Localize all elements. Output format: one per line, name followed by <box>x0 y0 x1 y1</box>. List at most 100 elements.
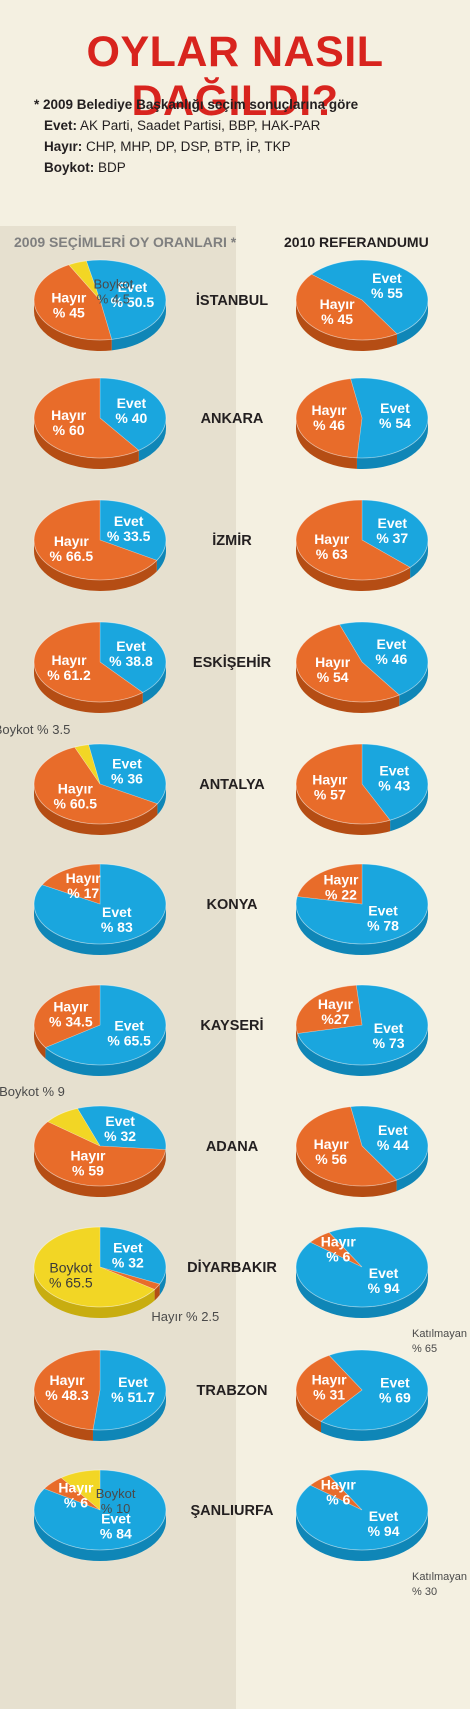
label-2009-hayir: Hayır% 61.2 <box>47 652 91 683</box>
legend-notes: * 2009 Belediye Başkanlığı seçim sonuçla… <box>34 94 358 178</box>
pie-2009-city-4-evet-slice <box>88 743 167 805</box>
pie-2009-city-2-hayir-slice <box>33 499 158 581</box>
label-2009-boykot: Boykot % 9 <box>0 1084 65 1099</box>
pie-2009-city-6-hayir-slice <box>33 984 101 1048</box>
pie-2009-city-3-evet-slice <box>99 621 167 693</box>
pie-2009-city-2-evet-slice <box>99 499 167 561</box>
label-2009-evet: Evet% 50.5 <box>111 279 155 310</box>
label-2010-evet: Evet% 55 <box>371 270 403 301</box>
pie-2010-city-5-evet-side <box>296 904 428 955</box>
city-label: ADANA <box>206 1139 259 1155</box>
label-2009-hayir: Hayır% 48.3 <box>45 1372 89 1403</box>
page-title: OYLAR NASIL DAĞILDI? <box>86 28 384 125</box>
label-2009-hayir: Hayır % 2.5 <box>151 1309 219 1324</box>
pie-2009-city-5-evet-side <box>34 904 166 955</box>
pie-2010-city-9-evet-slice <box>320 1349 429 1431</box>
pie-2009-city-9-evet-side <box>92 1390 166 1441</box>
pie-2010-city-0-evet-side <box>396 300 428 345</box>
pie-2010-city-10-evet-slice <box>295 1469 429 1551</box>
pie-2010-city-4-evet-slice <box>361 743 429 821</box>
pie-2010-city-2: Evet% 37 Hayır% 63 <box>295 499 429 592</box>
label-2009-hayir: Hayır% 66.5 <box>50 533 94 564</box>
pie-2009-city-6-evet-side <box>45 1025 166 1076</box>
label-2010-evet: Evet% 94 <box>368 1265 400 1296</box>
city-label: ANTALYA <box>199 777 265 793</box>
label-2009-hayir: Hayır% 60.5 <box>53 780 97 811</box>
pie-2009-city-1-hayir-side <box>34 418 139 469</box>
pie-2009-city-6: Evet% 65.5 Hayır% 34.5 <box>33 984 167 1076</box>
pie-2010-city-5-rim <box>295 863 429 945</box>
pie-2009-city-2-rim <box>33 499 167 581</box>
pie-2009-city-3-rim <box>33 621 167 703</box>
column-header-2010: 2010 REFERANDUMU <box>284 234 429 250</box>
label-2010-evet: Evet% 78 <box>367 902 399 933</box>
pie-2010-city-2-evet-slice <box>361 499 429 568</box>
label-2010-hayir: Hayır% 57 <box>312 771 348 802</box>
label-2010-katilmayan: Katılmayan% 30 <box>412 1571 467 1598</box>
pie-2009-city-2: Evet% 33.5 Hayır% 66.5 <box>33 499 167 592</box>
pie-2010-city-10-rim <box>295 1469 429 1551</box>
pie-2009-city-10-rim <box>33 1469 167 1551</box>
pie-2010-city-0: Evet% 55 Hayır% 45 <box>295 259 429 352</box>
pie-2010-city-6-hayir-side <box>296 1025 298 1045</box>
label-2010-evet: Evet% 43 <box>378 763 410 794</box>
pie-2010-city-6-hayir-slice <box>295 984 363 1034</box>
pie-2010-city-5-hayir-slice <box>296 863 363 905</box>
pie-2009-city-1-rim <box>33 377 167 459</box>
pie-2009-city-1-evet-slice <box>99 377 167 451</box>
pie-2009-city-0-evet-slice <box>85 259 167 340</box>
pie-2009-city-7-rim <box>33 1105 167 1187</box>
pie-2009-city-7-evet-slice <box>76 1105 167 1150</box>
label-2009-evet: Evet% 40 <box>115 395 147 426</box>
pie-2010-city-1-evet-slice <box>350 377 429 459</box>
pie-2010-city-7: Evet% 44 Hayır% 56 <box>295 1105 429 1198</box>
pie-2009-city-0-rim <box>33 259 167 341</box>
pie-2009-city-0-boykot-slice <box>68 260 101 301</box>
pie-2009-city-8-evet-slice <box>99 1226 167 1285</box>
label-2010-evet: Evet% 69 <box>379 1374 411 1405</box>
label-2010-evet: Evet% 44 <box>377 1122 409 1153</box>
pie-2009-city-8: Evet% 32 Hayır % 2.5 Boykot% 65.5 <box>33 1226 219 1324</box>
pie-2009-city-4-boykot-slice <box>74 744 101 785</box>
pie-2009-city-2-hayir-side <box>34 540 157 592</box>
pie-2009-city-1: Evet% 40 Hayır% 60 <box>33 377 167 469</box>
note-row-evet: Evet: AK Parti, Saadet Partisi, BBP, HAK… <box>44 118 321 133</box>
label-2010-hayir: Hayır% 46 <box>312 402 348 433</box>
pie-2010-city-9-hayir-side <box>296 1390 322 1433</box>
city-label: İZMİR <box>212 532 252 549</box>
pie-2009-city-3: Evet% 38.8 Hayır% 61.2 <box>33 621 167 713</box>
city-label: İSTANBUL <box>196 292 268 309</box>
pie-2009-city-6-rim <box>33 984 167 1066</box>
pie-2010-city-3-rim <box>295 621 429 703</box>
label-2009-hayir: Hayır% 45 <box>51 290 87 321</box>
pie-2009-city-8-hayir-side <box>154 1284 160 1301</box>
pie-2010-city-8-hayir-slice <box>309 1232 363 1268</box>
label-2010-hayir: Hayır% 22 <box>323 872 359 903</box>
pie-2010-city-3-hayir-slice <box>295 624 400 703</box>
label-2009-evet: Evet% 83 <box>101 904 133 935</box>
pie-2009-city-9-hayir-side <box>34 1390 93 1441</box>
pie-2009-city-3-hayir-side <box>34 662 143 713</box>
label-2010-hayir: Hayır% 6 <box>321 1476 357 1507</box>
pie-2010-city-2-evet-side <box>410 540 428 579</box>
pie-2010-city-4-hayir-slice <box>295 743 391 825</box>
pie-2009-city-0-hayir-slice <box>33 264 113 341</box>
city-label: KAYSERİ <box>200 1017 263 1034</box>
pie-2009-city-4: Evet% 36 Hayır% 60.5 Boykot % 3.5 <box>0 722 167 836</box>
pie-2010-city-1-rim <box>295 377 429 459</box>
pie-2010-city-10-hayir-slice <box>309 1475 363 1511</box>
pie-2010-city-1-hayir-side <box>296 418 357 469</box>
pie-2010-city-7-evet-side <box>396 1146 428 1192</box>
label-2009-evet: Evet% 65.5 <box>107 1017 151 1048</box>
pie-2009-city-8-rim <box>33 1226 167 1308</box>
label-2009-hayir: Hayır% 34.5 <box>49 999 93 1030</box>
label-2010-evet: Evet% 73 <box>373 1020 405 1051</box>
city-label: ŞANLIURFA <box>191 1503 275 1519</box>
label-2009-hayir: Hayır% 60 <box>51 407 87 438</box>
pie-2010-city-9-rim <box>295 1349 429 1431</box>
pie-2009-city-4-rim <box>33 743 167 825</box>
pie-2009-city-10-evet-side <box>34 1510 166 1561</box>
pie-2009-city-5-evet-slice <box>33 863 167 945</box>
